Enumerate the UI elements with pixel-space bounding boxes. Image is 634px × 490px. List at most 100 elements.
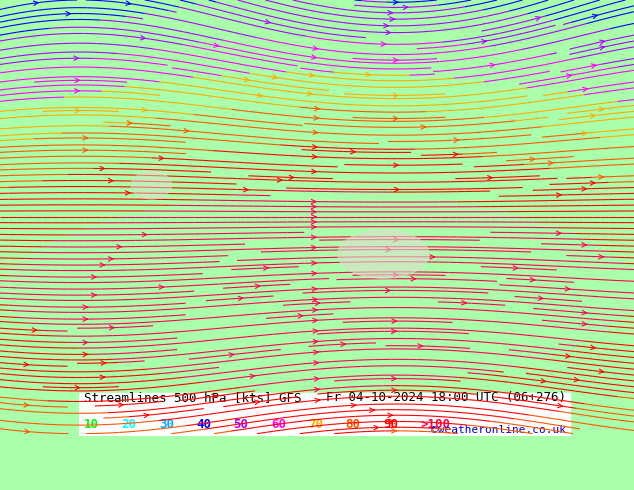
- FancyArrowPatch shape: [393, 58, 398, 62]
- FancyArrowPatch shape: [599, 369, 604, 373]
- FancyArrowPatch shape: [582, 321, 587, 326]
- FancyArrowPatch shape: [598, 175, 604, 179]
- FancyArrowPatch shape: [600, 40, 605, 45]
- FancyArrowPatch shape: [83, 305, 87, 309]
- Text: 10: 10: [84, 418, 99, 431]
- FancyArrowPatch shape: [421, 125, 425, 129]
- FancyArrowPatch shape: [351, 149, 355, 154]
- FancyArrowPatch shape: [313, 130, 318, 135]
- FancyArrowPatch shape: [541, 379, 546, 383]
- FancyArrowPatch shape: [311, 235, 316, 240]
- FancyArrowPatch shape: [312, 154, 317, 159]
- Text: >100: >100: [420, 418, 450, 431]
- FancyArrowPatch shape: [530, 157, 534, 162]
- FancyArrowPatch shape: [574, 377, 579, 382]
- FancyArrowPatch shape: [312, 287, 317, 292]
- FancyArrowPatch shape: [25, 429, 30, 434]
- Text: 70: 70: [308, 418, 323, 431]
- FancyArrowPatch shape: [100, 263, 105, 267]
- FancyArrowPatch shape: [394, 237, 398, 242]
- FancyArrowPatch shape: [311, 261, 316, 265]
- FancyArrowPatch shape: [289, 175, 294, 180]
- FancyArrowPatch shape: [388, 11, 392, 15]
- FancyArrowPatch shape: [315, 398, 320, 403]
- FancyArrowPatch shape: [513, 266, 518, 270]
- FancyArrowPatch shape: [582, 187, 586, 191]
- FancyArrowPatch shape: [392, 429, 396, 433]
- FancyArrowPatch shape: [313, 145, 317, 149]
- FancyArrowPatch shape: [390, 17, 394, 22]
- FancyArrowPatch shape: [313, 318, 318, 323]
- FancyArrowPatch shape: [100, 375, 105, 379]
- Text: Streamlines 500 hPa [kts] GFS: Streamlines 500 hPa [kts] GFS: [84, 391, 302, 404]
- FancyArrowPatch shape: [229, 353, 234, 357]
- FancyArrowPatch shape: [314, 116, 319, 120]
- FancyArrowPatch shape: [311, 245, 316, 250]
- FancyArrowPatch shape: [386, 30, 391, 35]
- FancyArrowPatch shape: [74, 56, 79, 60]
- FancyArrowPatch shape: [558, 403, 562, 408]
- FancyArrowPatch shape: [582, 243, 586, 247]
- FancyArrowPatch shape: [255, 400, 259, 404]
- FancyArrowPatch shape: [101, 361, 106, 365]
- FancyArrowPatch shape: [75, 78, 80, 82]
- FancyArrowPatch shape: [565, 287, 570, 291]
- FancyArrowPatch shape: [273, 75, 277, 79]
- FancyArrowPatch shape: [313, 329, 318, 333]
- FancyArrowPatch shape: [265, 20, 270, 24]
- FancyArrowPatch shape: [250, 374, 255, 378]
- FancyArrowPatch shape: [384, 24, 389, 28]
- FancyArrowPatch shape: [314, 361, 319, 365]
- FancyArrowPatch shape: [411, 276, 416, 281]
- FancyArrowPatch shape: [142, 232, 147, 237]
- FancyArrowPatch shape: [454, 138, 459, 143]
- FancyArrowPatch shape: [83, 148, 87, 152]
- FancyArrowPatch shape: [462, 300, 467, 305]
- FancyArrowPatch shape: [386, 247, 391, 252]
- FancyArrowPatch shape: [127, 121, 132, 125]
- FancyArrowPatch shape: [394, 163, 398, 168]
- FancyArrowPatch shape: [403, 5, 408, 10]
- FancyArrowPatch shape: [548, 161, 553, 165]
- Text: 30: 30: [159, 418, 174, 431]
- FancyArrowPatch shape: [24, 403, 29, 407]
- FancyArrowPatch shape: [392, 376, 396, 381]
- FancyArrowPatch shape: [381, 42, 386, 47]
- FancyArrowPatch shape: [311, 55, 316, 59]
- FancyArrowPatch shape: [309, 73, 314, 77]
- Text: 50: 50: [233, 418, 249, 431]
- FancyArrowPatch shape: [110, 325, 114, 330]
- FancyArrowPatch shape: [453, 152, 458, 157]
- FancyArrowPatch shape: [311, 215, 316, 219]
- FancyArrowPatch shape: [100, 166, 105, 171]
- FancyArrowPatch shape: [582, 131, 587, 136]
- FancyArrowPatch shape: [583, 87, 588, 92]
- FancyArrowPatch shape: [592, 14, 597, 19]
- Bar: [79, 392, 571, 436]
- Ellipse shape: [131, 172, 172, 199]
- FancyArrowPatch shape: [430, 255, 434, 259]
- FancyArrowPatch shape: [159, 285, 164, 290]
- FancyArrowPatch shape: [75, 386, 80, 390]
- FancyArrowPatch shape: [394, 187, 399, 192]
- FancyArrowPatch shape: [311, 199, 316, 204]
- FancyArrowPatch shape: [311, 204, 316, 209]
- FancyArrowPatch shape: [582, 310, 586, 315]
- Text: 90: 90: [383, 418, 398, 431]
- FancyArrowPatch shape: [314, 388, 320, 392]
- FancyArrowPatch shape: [126, 1, 131, 5]
- FancyArrowPatch shape: [214, 43, 219, 48]
- FancyArrowPatch shape: [184, 128, 189, 133]
- FancyArrowPatch shape: [590, 345, 595, 350]
- FancyArrowPatch shape: [385, 288, 390, 293]
- FancyArrowPatch shape: [83, 317, 87, 321]
- FancyArrowPatch shape: [590, 181, 595, 185]
- FancyArrowPatch shape: [393, 272, 398, 277]
- FancyArrowPatch shape: [340, 342, 346, 346]
- FancyArrowPatch shape: [91, 293, 96, 297]
- FancyArrowPatch shape: [351, 403, 356, 408]
- FancyArrowPatch shape: [75, 89, 79, 93]
- FancyArrowPatch shape: [264, 266, 268, 270]
- FancyArrowPatch shape: [557, 231, 561, 236]
- FancyArrowPatch shape: [126, 191, 130, 195]
